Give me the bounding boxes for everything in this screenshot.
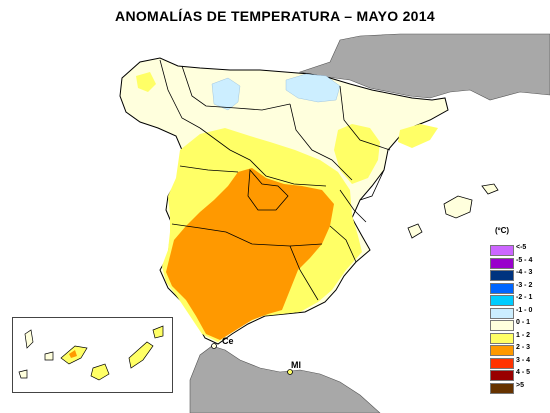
legend-label: -5 - 4 [516, 256, 533, 264]
africa-land [189, 345, 381, 413]
canary-islands-map [18, 325, 164, 381]
anomaly-zone-1-2-catalonia [398, 124, 438, 148]
region-borders [159, 59, 391, 301]
legend-swatch [490, 332, 514, 344]
anomaly-zone-neg1-0-basque [285, 73, 341, 103]
legend-swatch [490, 257, 514, 269]
legend-label: >5 [516, 381, 524, 389]
mallorca-island [443, 195, 473, 219]
legend-label: 1 - 2 [516, 331, 531, 339]
legend-label: -2 - 1 [516, 294, 533, 301]
ibiza-island [407, 223, 423, 239]
france-land [298, 33, 550, 101]
anomaly-zone-neg1-0-cantabria [211, 77, 241, 111]
tenerife-hotspot [69, 350, 77, 358]
melilla-marker [287, 369, 293, 375]
legend-swatch [490, 270, 514, 281]
legend-label: -4 - 3 [516, 269, 533, 276]
legend-swatch [490, 345, 514, 356]
legend-label: 0 - 1 [516, 319, 531, 326]
anomaly-zone-2-3 [166, 168, 334, 340]
legend-swatch [490, 357, 514, 369]
legend-label: 4 - 5 [516, 369, 531, 376]
fuerteventura-island [128, 341, 154, 369]
legend-swatch [490, 245, 514, 256]
anomaly-zone-1-2-galicia [136, 72, 156, 92]
la-palma-island [24, 329, 34, 349]
legend-label: -1 - 0 [516, 306, 533, 314]
melilla-label: Ml [291, 360, 301, 370]
lanzarote-island [152, 325, 164, 339]
anomaly-zone-1-2-ebro [334, 124, 380, 184]
map-title: ANOMALÍAS DE TEMPERATURA – MAYO 2014 [115, 8, 435, 24]
legend-swatch [490, 320, 514, 331]
el-hierro-island [18, 369, 28, 379]
legend-label: 3 - 4 [516, 356, 531, 364]
la-gomera-island [44, 351, 54, 361]
legend-swatch [490, 370, 514, 381]
legend-label: <-5 [516, 244, 527, 251]
legend-swatch [490, 307, 514, 319]
menorca-island [481, 183, 499, 195]
gran-canaria-island [90, 363, 110, 381]
ceuta-marker [211, 343, 217, 349]
canary-islands-inset [12, 317, 173, 393]
legend-swatch [490, 382, 514, 394]
legend-label: -3 - 2 [516, 281, 533, 289]
legend-swatch [490, 282, 514, 294]
legend-unit: (ºC) [495, 226, 510, 235]
legend-label: 2 - 3 [516, 344, 531, 351]
legend-swatch [490, 295, 514, 306]
ceuta-label: Ce [222, 336, 234, 346]
